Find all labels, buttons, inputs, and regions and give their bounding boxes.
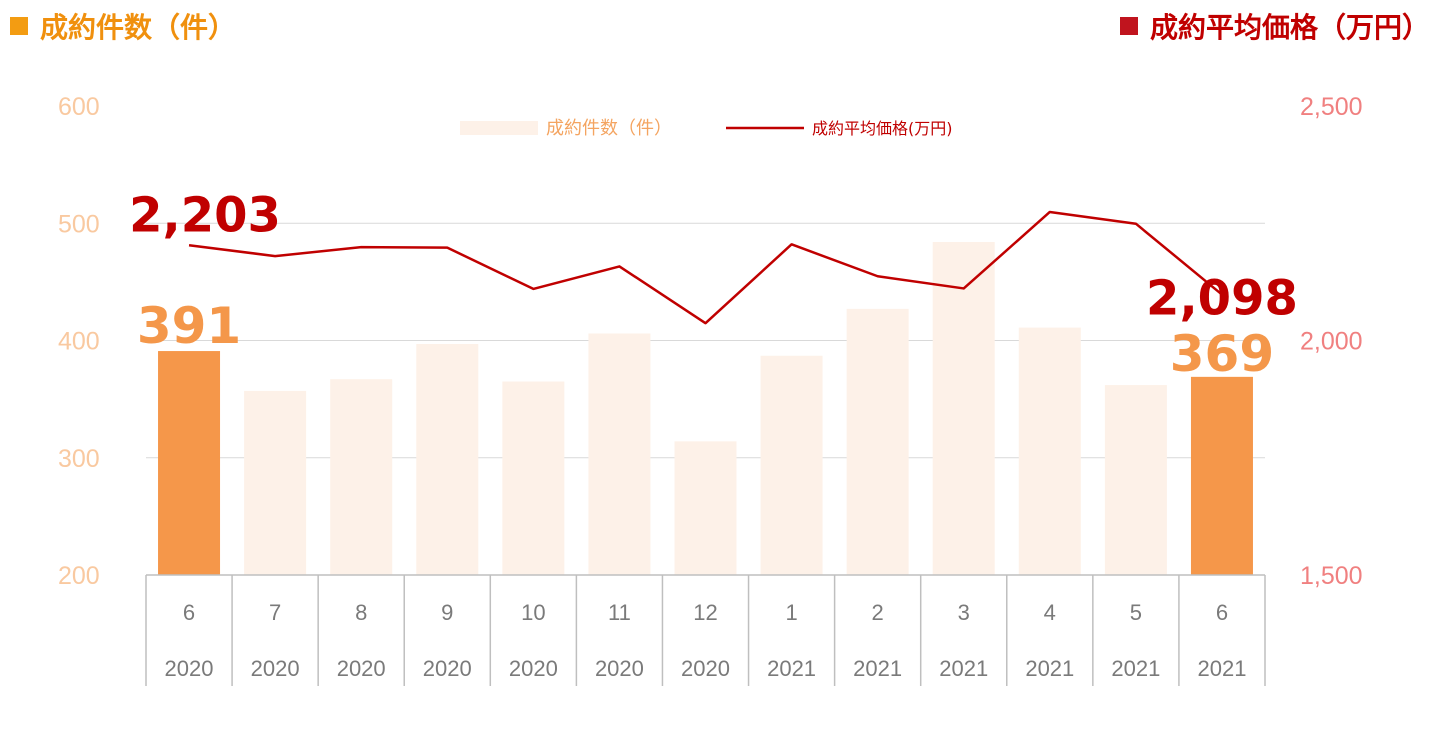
- bar: [244, 390, 307, 575]
- x-tick-label-month: 12: [693, 600, 717, 625]
- line-data-label: 2,098: [1146, 271, 1298, 327]
- left-axis-title-text: 成約件数（件）: [40, 11, 237, 44]
- x-tick-label-month: 2: [872, 600, 884, 625]
- x-tick-label-month: 6: [183, 600, 195, 625]
- x-tick-label-year: 2020: [681, 656, 730, 681]
- bar: [502, 381, 565, 575]
- x-tick-label-year: 2020: [165, 656, 214, 681]
- x-tick-label-year: 2020: [337, 656, 386, 681]
- x-tick-label-year: 2021: [853, 656, 902, 681]
- right-axis-title-text: 成約平均価格（万円）: [1149, 11, 1430, 44]
- y-right-tick-label: 1,500: [1300, 562, 1363, 590]
- y-left-tick-label: 200: [58, 562, 100, 590]
- bar: [846, 308, 909, 575]
- bar: [158, 351, 221, 575]
- x-tick-label-year: 2020: [509, 656, 558, 681]
- price-line: [188, 210, 1223, 325]
- bar: [1104, 385, 1167, 575]
- square-red-icon: [1119, 17, 1138, 35]
- bar: [674, 441, 737, 575]
- x-tick-label-month: 9: [441, 600, 453, 625]
- bar-data-label: 369: [1170, 325, 1274, 383]
- y-left-tick-label: 500: [58, 210, 100, 238]
- bar-series: [158, 242, 1253, 575]
- legend-label-count: 成約件数（件）: [546, 118, 672, 139]
- x-tick-label-month: 5: [1130, 600, 1142, 625]
- bar: [416, 344, 479, 575]
- x-tick-label-month: 7: [269, 600, 281, 625]
- x-tick-label-month: 11: [608, 600, 631, 625]
- left-axis-title: 成約件数（件）: [10, 6, 236, 46]
- x-tick-label-year: 2021: [1197, 656, 1246, 681]
- y-left-tick-label: 600: [58, 93, 100, 121]
- bar: [760, 355, 823, 575]
- legend-label-price: 成約平均価格(万円): [812, 119, 953, 138]
- x-tick-label-month: 3: [958, 600, 970, 625]
- x-tick-label-year: 2020: [595, 656, 644, 681]
- x-tick-label-month: 10: [521, 600, 545, 625]
- gridlines: [146, 222, 1265, 459]
- line-data-label: 2,203: [129, 187, 281, 243]
- x-tick-label-year: 2021: [1025, 656, 1074, 681]
- y-left-tick-label: 400: [58, 328, 100, 356]
- square-orange-icon: [10, 17, 28, 35]
- x-tick-label-year: 2020: [251, 656, 300, 681]
- right-axis-title: 成約平均価格（万円）: [1119, 6, 1430, 46]
- x-tick-label-year: 2021: [939, 656, 988, 681]
- bar: [588, 333, 651, 575]
- legend-swatch-count: [460, 121, 538, 135]
- bar: [1190, 376, 1253, 575]
- data-labels: 391 369 2,203 2,098: [129, 187, 1298, 383]
- x-tick-label-month: 6: [1216, 600, 1228, 625]
- x-tick-label-year: 2021: [767, 656, 816, 681]
- line-series: [188, 210, 1223, 325]
- bar: [330, 379, 393, 575]
- x-tick-label-month: 1: [785, 600, 797, 625]
- x-tick-label-month: 4: [1044, 600, 1056, 625]
- bar-data-label: 391: [137, 297, 241, 355]
- y-left-tick-label: 300: [58, 445, 100, 473]
- x-tick-label-year: 2020: [423, 656, 472, 681]
- y-right-tick-label: 2,500: [1300, 93, 1363, 121]
- y-right-tick-label: 2,000: [1300, 328, 1363, 356]
- bar: [1018, 327, 1081, 575]
- legend: 成約件数（件） 成約平均価格(万円): [460, 118, 953, 139]
- x-tick-label-year: 2021: [1111, 656, 1160, 681]
- x-tick-label-month: 8: [355, 600, 367, 625]
- axes: 200 300 400 500 600 1,500 2,000 2,500 6 2020 7 2020…: [58, 93, 1363, 686]
- bar: [932, 242, 995, 575]
